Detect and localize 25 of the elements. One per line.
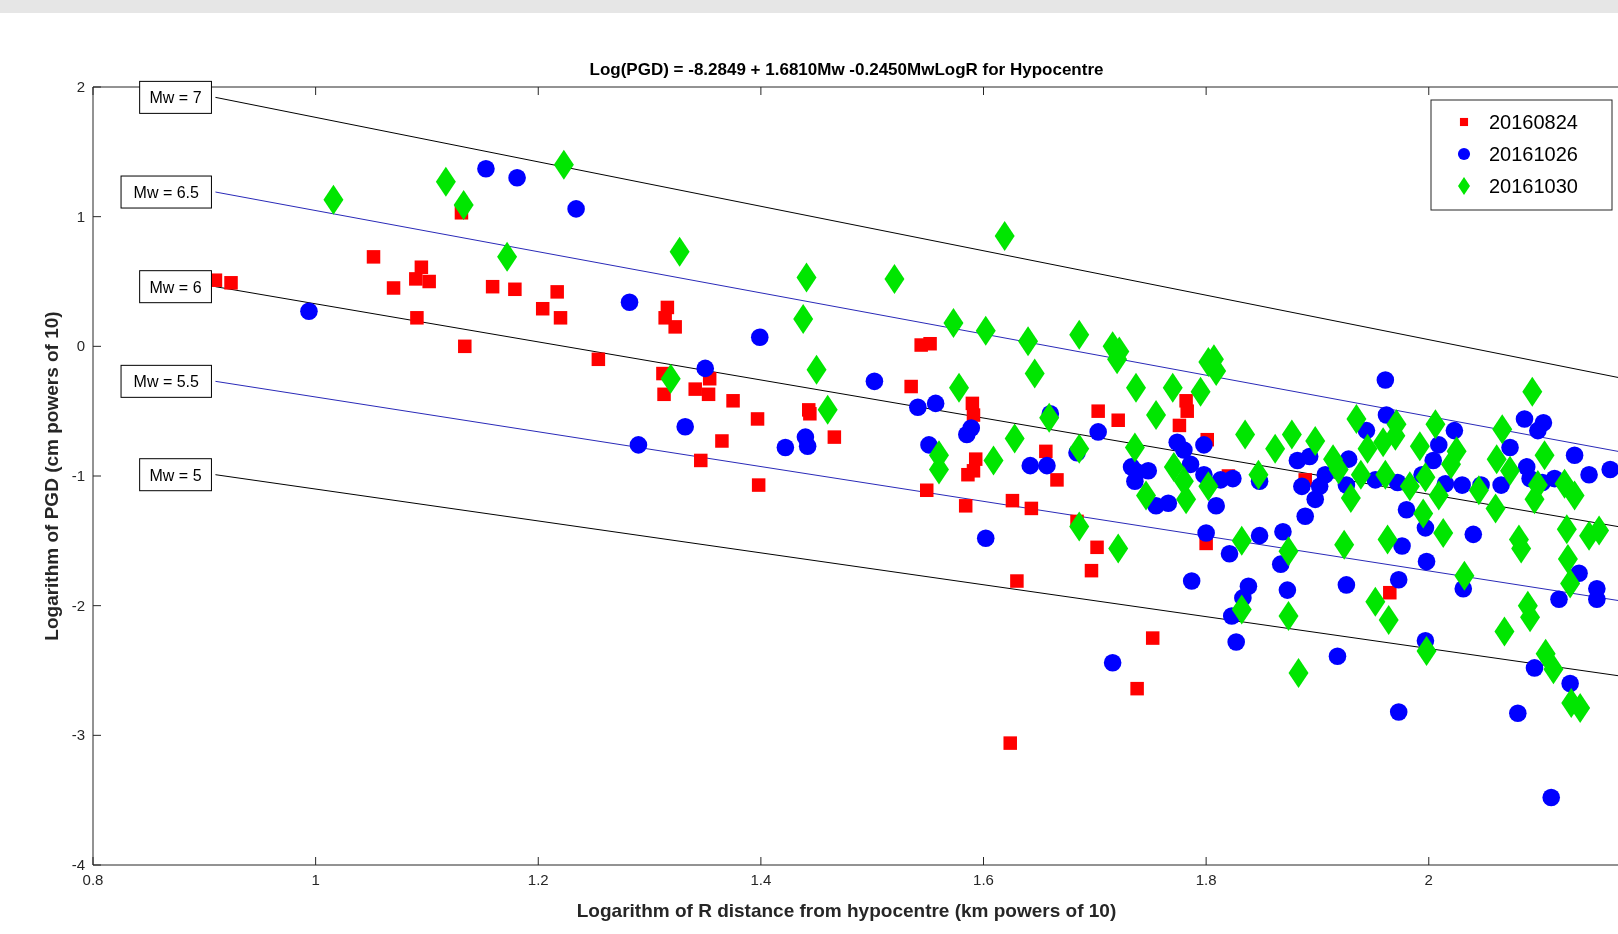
x-tick-label: 1.4	[750, 871, 772, 888]
x-tick-label: 2	[1424, 871, 1433, 888]
y-tick-label: 0	[76, 337, 85, 355]
y-tick-label: -4	[71, 856, 85, 873]
y-axis-title: Logarithm of PGD (cm powers of 10)	[41, 311, 62, 641]
x-tick-label: 1.8	[1195, 871, 1217, 888]
annotation: Mw = 5	[149, 466, 202, 484]
y-tick-label: 2	[76, 78, 85, 95]
x-tick-label: 0.8	[82, 871, 104, 888]
chart-title: Log(PGD) = -8.2849 + 1.6810Mw -0.2450MwLogR for Hypocentre	[589, 60, 1104, 79]
y-tick-label: -2	[71, 596, 85, 614]
legend-label: 20161030	[1489, 175, 1578, 197]
y-tick-label: -3	[71, 726, 85, 744]
y-tick-label: -1	[71, 467, 85, 484]
annotation: Mw = 7	[149, 89, 202, 107]
x-tick-label: 1	[311, 871, 320, 888]
legend-label: 20160824	[1489, 111, 1578, 133]
x-axis-title: Logarithm of R distance from hypocentre (km powers of 10)	[576, 900, 1117, 921]
annotation: Mw = 6.5	[133, 184, 200, 202]
y-tick-label: 1	[76, 207, 85, 225]
x-tick-label: 1.2	[527, 871, 549, 888]
annotation: Mw = 6	[149, 278, 202, 296]
annotation: Mw = 5.5	[133, 373, 200, 391]
legend-label: 20161026	[1489, 143, 1578, 165]
x-tick-label: 1.6	[973, 871, 994, 888]
